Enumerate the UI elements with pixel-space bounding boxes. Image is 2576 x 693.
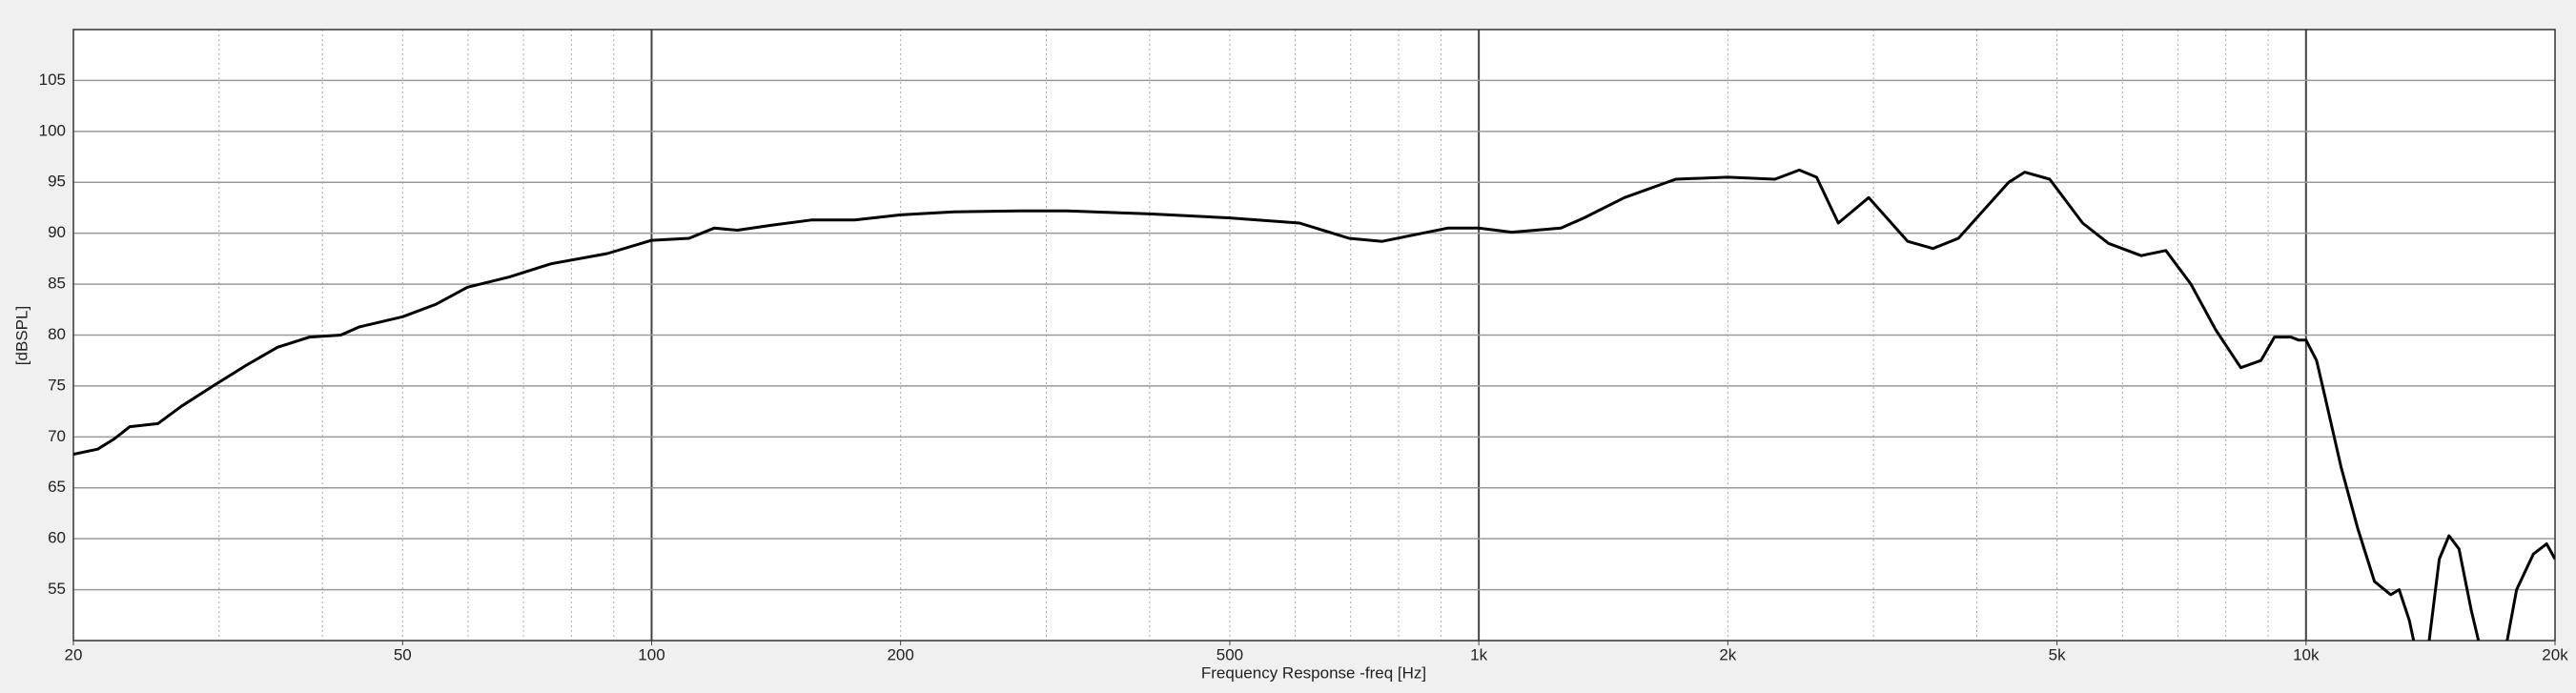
y-tick-label: 60 [48, 529, 66, 547]
x-tick-label: 10k [2293, 645, 2320, 663]
x-tick-label: 5k [2049, 645, 2066, 663]
y-tick-label: 75 [48, 376, 66, 394]
y-tick-label: 85 [48, 275, 66, 293]
y-tick-label: 105 [39, 71, 66, 89]
y-tick-label: 90 [48, 223, 66, 241]
y-tick-label: 95 [48, 173, 66, 191]
y-tick-label: 80 [48, 325, 66, 343]
response-line [73, 168, 2555, 641]
x-tick-label: 500 [1216, 645, 1243, 663]
y-tick-label: 55 [48, 580, 66, 598]
x-tick-label: 50 [394, 645, 412, 663]
plot-frame [72, 29, 2556, 642]
x-tick-label: 1k [1470, 645, 1487, 663]
x-tick-label: 2k [1719, 645, 1736, 663]
x-tick-label: 100 [638, 645, 664, 663]
y-tick-label: 65 [48, 478, 66, 496]
x-tick-label: 20k [2542, 645, 2568, 663]
x-tick-label: 200 [887, 645, 913, 663]
x-tick-label: 20 [65, 645, 83, 663]
y-tick-label: 100 [39, 121, 66, 139]
x-axis-label: Frequency Response -freq [Hz] [1201, 663, 1426, 682]
y-tick-label: 70 [48, 427, 66, 445]
y-axis-label: [dBSPL] [12, 306, 31, 365]
